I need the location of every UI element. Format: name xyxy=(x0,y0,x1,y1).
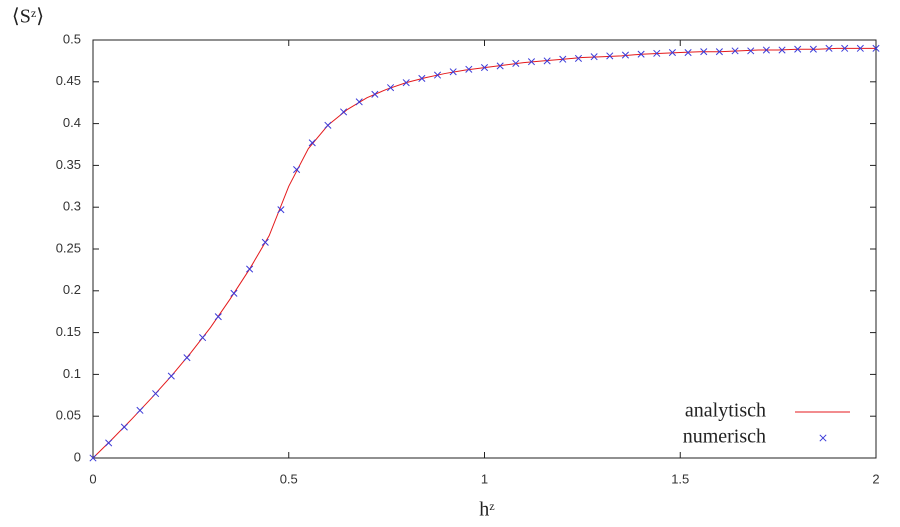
data-marker xyxy=(684,48,692,57)
data-marker xyxy=(136,406,144,414)
data-marker xyxy=(183,354,191,362)
data-marker xyxy=(340,108,348,116)
plot-frame xyxy=(92,39,877,459)
y-tick-label: 0.35 xyxy=(56,157,81,172)
data-marker xyxy=(167,372,175,380)
data-marker xyxy=(230,289,238,297)
data-marker xyxy=(308,139,316,147)
x-tick-label: 1 xyxy=(481,471,488,486)
data-marker xyxy=(527,58,536,66)
data-marker xyxy=(246,265,254,273)
data-marker xyxy=(386,84,395,92)
data-marker xyxy=(700,48,708,56)
data-marker xyxy=(637,50,645,58)
data-marker xyxy=(809,45,817,53)
data-marker xyxy=(89,454,97,462)
y-tick-label: 0.3 xyxy=(63,199,81,214)
data-marker xyxy=(731,47,739,55)
y-tick-label: 0.4 xyxy=(63,115,81,130)
y-tick-label: 0.25 xyxy=(56,240,81,255)
y-tick-label: 0.15 xyxy=(56,324,81,339)
data-marker xyxy=(120,423,128,431)
data-marker xyxy=(778,46,786,54)
data-marker xyxy=(872,44,880,52)
data-marker xyxy=(277,206,285,214)
data-marker xyxy=(214,313,222,321)
data-marker xyxy=(402,79,410,87)
data-marker xyxy=(418,74,426,83)
data-marker xyxy=(856,44,864,52)
data-marker xyxy=(105,439,113,447)
data-marker xyxy=(653,49,661,57)
y-tick-label: 0.05 xyxy=(56,408,81,423)
data-marker xyxy=(293,166,301,174)
data-marker xyxy=(715,48,723,56)
data-marker xyxy=(762,46,770,54)
x-tick-label: 2 xyxy=(872,471,879,486)
data-marker xyxy=(371,90,379,98)
x-tick-label: 0.5 xyxy=(280,471,298,486)
data-marker xyxy=(621,51,629,59)
data-marker xyxy=(199,334,207,342)
data-marker xyxy=(794,45,802,53)
y-tick-label: 0.2 xyxy=(63,282,81,297)
data-marker xyxy=(825,44,833,52)
data-marker xyxy=(465,65,473,73)
data-marker xyxy=(841,44,849,52)
data-marker xyxy=(261,238,269,246)
data-marker xyxy=(668,48,676,57)
analytic-line xyxy=(92,47,876,459)
y-tick-label: 0.1 xyxy=(63,366,81,381)
data-marker xyxy=(152,390,160,398)
data-marker xyxy=(590,53,598,61)
y-tick-label: 0.45 xyxy=(56,73,81,88)
data-marker xyxy=(449,68,457,76)
data-marker xyxy=(606,52,614,60)
data-marker xyxy=(543,57,551,65)
data-marker xyxy=(324,121,332,129)
data-marker xyxy=(480,64,489,72)
data-marker xyxy=(747,47,755,55)
data-marker xyxy=(433,71,442,79)
data-marker xyxy=(574,54,583,62)
x-tick-label: 1.5 xyxy=(671,471,689,486)
data-marker xyxy=(496,62,504,70)
legend-marker xyxy=(819,434,827,442)
y-tick-label: 0.5 xyxy=(63,31,81,46)
legend-label: analytisch xyxy=(685,400,766,422)
data-marker xyxy=(355,98,363,106)
data-marker xyxy=(512,59,520,67)
y-axis-label: ⟨Sᶻ⟩ xyxy=(12,6,44,28)
legend-label: numerisch xyxy=(683,426,766,448)
y-tick-label: 0 xyxy=(74,449,81,464)
x-axis-label: hᶻ xyxy=(479,499,495,521)
x-tick-label: 0 xyxy=(89,471,96,486)
data-marker xyxy=(559,55,567,63)
